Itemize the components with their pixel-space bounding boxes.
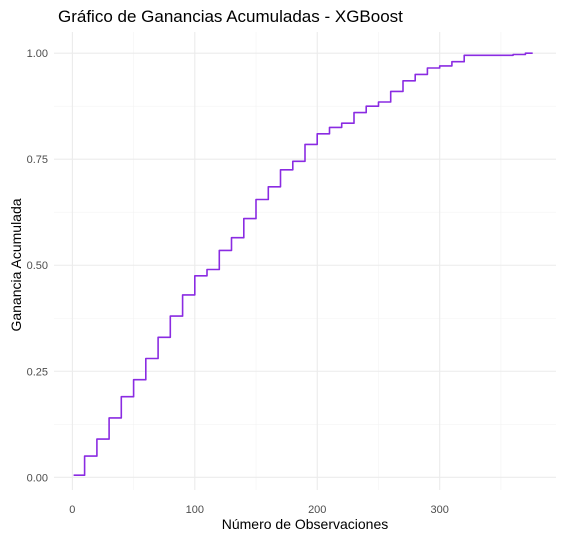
y-tick-label: 0.75 [27,154,48,166]
x-axis-title: Número de Observaciones [222,516,389,532]
y-tick-label: 0.00 [27,472,48,484]
x-axis-ticks: 0 100 200 300 [69,504,449,516]
chart-title: Gráfico de Ganancias Acumuladas - XGBoos… [58,7,403,26]
y-axis-title: Ganancia Acumulada [8,198,24,331]
x-tick-label: 0 [69,504,75,516]
series-group [73,52,533,476]
y-tick-label: 0.25 [27,366,48,378]
x-tick-label: 100 [186,504,204,516]
y-tick-label: 0.50 [27,260,48,272]
y-axis-ticks: 0.00 0.25 0.50 0.75 1.00 [27,48,48,484]
x-tick-label: 300 [431,504,449,516]
x-tick-label: 200 [308,504,326,516]
gains-line [73,52,533,476]
y-tick-label: 1.00 [27,48,48,60]
grid [54,32,556,490]
